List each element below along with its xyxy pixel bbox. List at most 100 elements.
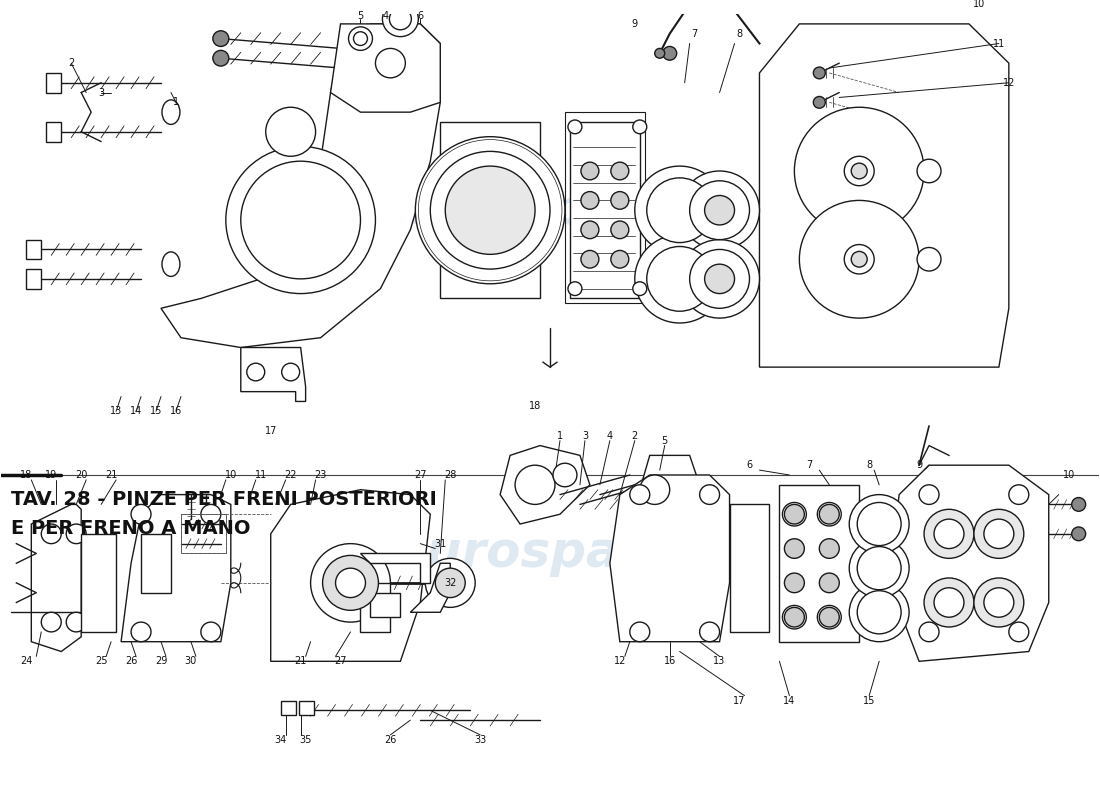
Text: 6: 6 xyxy=(747,460,752,470)
Bar xyxy=(440,122,540,298)
Text: 10: 10 xyxy=(972,0,984,10)
Ellipse shape xyxy=(162,100,180,125)
Text: E PER FRENO A MANO: E PER FRENO A MANO xyxy=(11,519,251,538)
Text: 8: 8 xyxy=(866,460,872,470)
Circle shape xyxy=(610,250,629,268)
Bar xyxy=(46,122,62,142)
Circle shape xyxy=(920,622,939,642)
Text: 10: 10 xyxy=(224,470,236,480)
Circle shape xyxy=(680,171,759,250)
Circle shape xyxy=(241,161,361,279)
Ellipse shape xyxy=(162,252,180,277)
Circle shape xyxy=(817,502,842,526)
Circle shape xyxy=(700,485,719,505)
Circle shape xyxy=(310,544,390,622)
Circle shape xyxy=(201,622,221,642)
Circle shape xyxy=(246,363,265,381)
Circle shape xyxy=(568,120,582,134)
Circle shape xyxy=(322,555,378,610)
Circle shape xyxy=(640,475,670,505)
Circle shape xyxy=(42,524,62,544)
Circle shape xyxy=(213,30,229,46)
Circle shape xyxy=(857,502,901,546)
Bar xyxy=(729,505,769,632)
Text: 22: 22 xyxy=(285,470,297,480)
Polygon shape xyxy=(31,505,81,651)
Circle shape xyxy=(349,27,373,50)
Circle shape xyxy=(662,46,676,60)
Circle shape xyxy=(266,107,316,156)
Circle shape xyxy=(654,49,664,58)
Circle shape xyxy=(849,538,909,598)
Text: 9: 9 xyxy=(916,460,922,470)
Circle shape xyxy=(857,546,901,590)
Circle shape xyxy=(436,568,465,598)
Text: 16: 16 xyxy=(663,656,675,666)
Circle shape xyxy=(336,568,365,598)
Circle shape xyxy=(845,156,875,186)
Text: 25: 25 xyxy=(95,656,108,666)
Text: 20: 20 xyxy=(75,470,87,480)
Text: 12: 12 xyxy=(1003,78,1015,88)
Circle shape xyxy=(820,573,839,593)
Text: 23: 23 xyxy=(315,470,327,480)
Circle shape xyxy=(375,49,406,78)
Circle shape xyxy=(782,502,806,526)
Text: 7: 7 xyxy=(692,29,697,38)
Text: 4: 4 xyxy=(383,11,388,21)
Circle shape xyxy=(820,607,839,627)
Text: 24: 24 xyxy=(20,656,33,666)
Circle shape xyxy=(851,163,867,179)
Circle shape xyxy=(581,250,598,268)
Bar xyxy=(565,112,645,303)
Text: 15: 15 xyxy=(150,406,162,416)
Circle shape xyxy=(226,146,375,294)
Polygon shape xyxy=(161,24,440,347)
Bar xyxy=(298,701,314,715)
Text: 1: 1 xyxy=(557,430,563,441)
Bar xyxy=(780,485,859,642)
Polygon shape xyxy=(630,455,700,524)
Bar xyxy=(141,534,170,593)
Polygon shape xyxy=(889,465,1048,662)
Polygon shape xyxy=(361,554,430,583)
Circle shape xyxy=(515,465,556,505)
Text: 17: 17 xyxy=(734,695,746,706)
Circle shape xyxy=(426,558,475,607)
Circle shape xyxy=(353,32,367,46)
Bar xyxy=(81,534,117,632)
Text: 30: 30 xyxy=(185,656,197,666)
Text: 26: 26 xyxy=(384,734,397,745)
Text: 1: 1 xyxy=(173,98,179,107)
Text: 12: 12 xyxy=(614,656,626,666)
Text: 5: 5 xyxy=(358,11,364,21)
Circle shape xyxy=(389,8,411,30)
Text: 18: 18 xyxy=(20,470,33,480)
Text: 27: 27 xyxy=(414,470,427,480)
Polygon shape xyxy=(271,490,430,662)
Circle shape xyxy=(983,588,1014,617)
Circle shape xyxy=(782,606,806,629)
Circle shape xyxy=(131,505,151,524)
Text: 6: 6 xyxy=(417,11,424,21)
Bar xyxy=(180,514,226,554)
Circle shape xyxy=(690,181,749,240)
Text: 33: 33 xyxy=(474,734,486,745)
Circle shape xyxy=(430,151,550,269)
Circle shape xyxy=(705,264,735,294)
Text: 11: 11 xyxy=(992,38,1005,49)
Circle shape xyxy=(784,607,804,627)
Circle shape xyxy=(917,159,940,182)
Text: 18: 18 xyxy=(529,402,541,411)
Text: 5: 5 xyxy=(661,436,668,446)
Circle shape xyxy=(813,97,825,108)
Circle shape xyxy=(647,246,713,311)
Circle shape xyxy=(66,524,86,544)
Circle shape xyxy=(845,245,875,274)
Text: 2: 2 xyxy=(68,58,75,68)
Text: eurospares: eurospares xyxy=(392,530,708,578)
Circle shape xyxy=(131,622,151,642)
Text: 13: 13 xyxy=(110,406,122,416)
Text: 3: 3 xyxy=(98,87,104,98)
Circle shape xyxy=(446,166,535,254)
